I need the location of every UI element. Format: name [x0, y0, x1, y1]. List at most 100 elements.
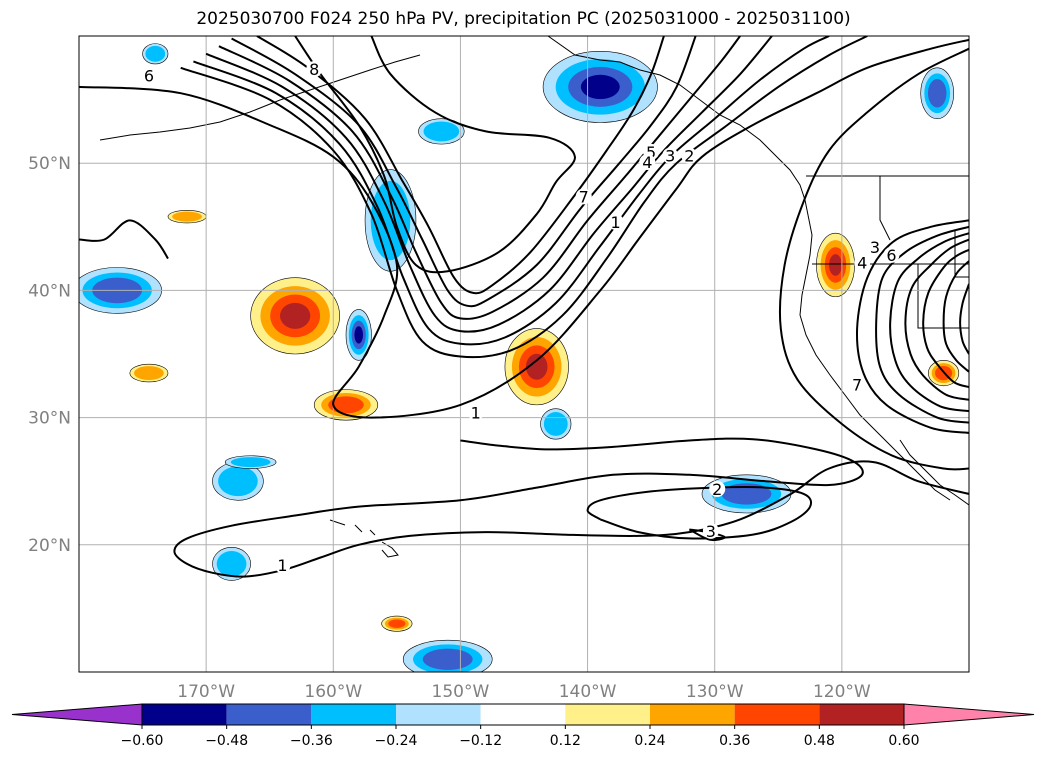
contour-label-bg [854, 254, 871, 271]
axis-labels: 50°N 40°N 30°N 20°N 170°W 160°W 150°W 140°W 130°… [28, 154, 871, 702]
precip-blob-21 [142, 43, 169, 65]
colorbar-tick-label: 0.24 [634, 733, 665, 749]
colorbar-tick-label: 0.48 [804, 733, 835, 749]
lon-tick-label: 160°W [304, 682, 362, 702]
alaska-coastline [547, 36, 809, 216]
colorbar-extend-low [11, 703, 143, 726]
contour-label-bg [883, 246, 900, 263]
contour-label: 1 [277, 556, 287, 575]
contour-label: 3 [870, 238, 880, 257]
contour-pv-east-4 [889, 232, 969, 413]
colorbar-swatch [819, 704, 904, 725]
contour-label: 2 [684, 147, 694, 166]
lat-tick-label: 50°N [28, 154, 71, 174]
precip-level-1 [543, 412, 568, 436]
lon-tick-label: 170°W [177, 682, 235, 702]
contour-label: 4 [857, 254, 867, 273]
precip-level-1 [216, 550, 247, 577]
contour-pv-8-loop [294, 36, 576, 274]
contour-label-bg [702, 522, 719, 539]
contour-pv-4 [205, 36, 773, 333]
colorbar: −0.60 −0.48 −0.36 −0.24 −0.12 0.12 0.24 0.36 0.4… [11, 703, 1035, 749]
map-frame [78, 35, 970, 673]
precip-level-3 [829, 254, 842, 276]
precip-blob-15 [212, 547, 251, 581]
contour-label-bg [681, 147, 698, 164]
graticule [79, 36, 969, 672]
contour-pv-2-south [586, 485, 813, 540]
precipitation-layer [79, 43, 960, 672]
precip-level-2 [388, 619, 406, 628]
state-border-3 [917, 264, 969, 329]
precip-level-2 [927, 78, 947, 108]
contour-label: 3 [706, 522, 716, 541]
pv-contours [79, 36, 969, 578]
contour-pv-2 [180, 36, 868, 359]
contour-label-bg [575, 188, 592, 205]
lat-tick-label: 20°N [28, 536, 71, 556]
state-border-2 [879, 176, 891, 241]
contour-label: 6 [886, 246, 896, 265]
contour-label-bg [639, 154, 656, 171]
colorbar-tick-label: 0.36 [719, 733, 750, 749]
contour-label-bg [467, 404, 484, 421]
precip-level-1 [218, 466, 258, 497]
precip-level-1 [145, 45, 166, 62]
precip-blob-9 [816, 232, 855, 298]
lat-tick-label: 40°N [28, 281, 71, 301]
colorbar-frame [141, 703, 905, 726]
precip-blob-5 [345, 309, 372, 361]
contour-label: 1 [610, 213, 620, 232]
contour-label-bg [849, 376, 866, 393]
contour-pv-3 [193, 36, 830, 346]
colorbar-tick-label: 0.12 [550, 733, 581, 749]
precip-blob-11 [540, 408, 572, 440]
colorbar-swatch [226, 704, 312, 725]
colorbar-tick-label: 0.60 [888, 733, 919, 749]
precip-level-2 [721, 483, 772, 505]
colorbar-extend-high [903, 703, 1035, 726]
lat-tick-label: 30°N [28, 409, 71, 429]
contour-pv-1-south [173, 437, 969, 578]
colorbar-swatch [734, 704, 820, 725]
colorbar-swatch [396, 704, 481, 725]
contour-label: 8 [309, 60, 319, 79]
contour-pv-east-7 [942, 260, 969, 373]
contour-label-bg [274, 557, 291, 574]
precip-level-1 [134, 366, 164, 381]
precip-blob-16 [402, 639, 493, 672]
precip-blob-3 [250, 277, 340, 355]
hawaii-islands [329, 519, 399, 558]
contour-label-bg [662, 147, 679, 164]
colorbar-tick-label: −0.24 [375, 733, 418, 749]
coastline-layer [99, 36, 969, 558]
contour-pv-east-3 [875, 225, 969, 424]
colorbar-tick-label: −0.36 [290, 733, 333, 749]
figure-title: 2025030700 F024 250 hPa PV, precipitatio… [196, 9, 851, 29]
contour-pv-east-6 [922, 248, 969, 389]
lon-tick-label: 130°W [686, 682, 744, 702]
contour-label-bg [306, 61, 323, 78]
contour-label-bg [866, 239, 883, 256]
colorbar-tick-label: −0.48 [205, 733, 248, 749]
contour-pv-east-2 [856, 219, 969, 434]
contour-label: 2 [712, 480, 722, 499]
mexico-coastline [899, 439, 969, 506]
contour-label: 5 [646, 143, 656, 162]
lon-tick-label: 140°W [559, 682, 617, 702]
contour-label: 7 [852, 376, 862, 395]
precip-level-2 [422, 648, 473, 670]
colorbar-tick-label: −0.60 [121, 733, 164, 749]
colorbar-tick-label: −0.12 [459, 733, 502, 749]
precip-blob-19 [381, 615, 413, 632]
contour-label: 7 [579, 187, 589, 206]
contour-pv-east-8 [959, 283, 969, 355]
contour-label-bg [709, 480, 726, 497]
colorbar-swatch [650, 704, 735, 725]
contour-pv-1-outer [79, 38, 969, 419]
colorbar-swatch [480, 704, 566, 725]
contour-label: 4 [642, 153, 652, 172]
precip-blob-17 [418, 118, 465, 145]
precip-blob-8 [167, 209, 207, 224]
